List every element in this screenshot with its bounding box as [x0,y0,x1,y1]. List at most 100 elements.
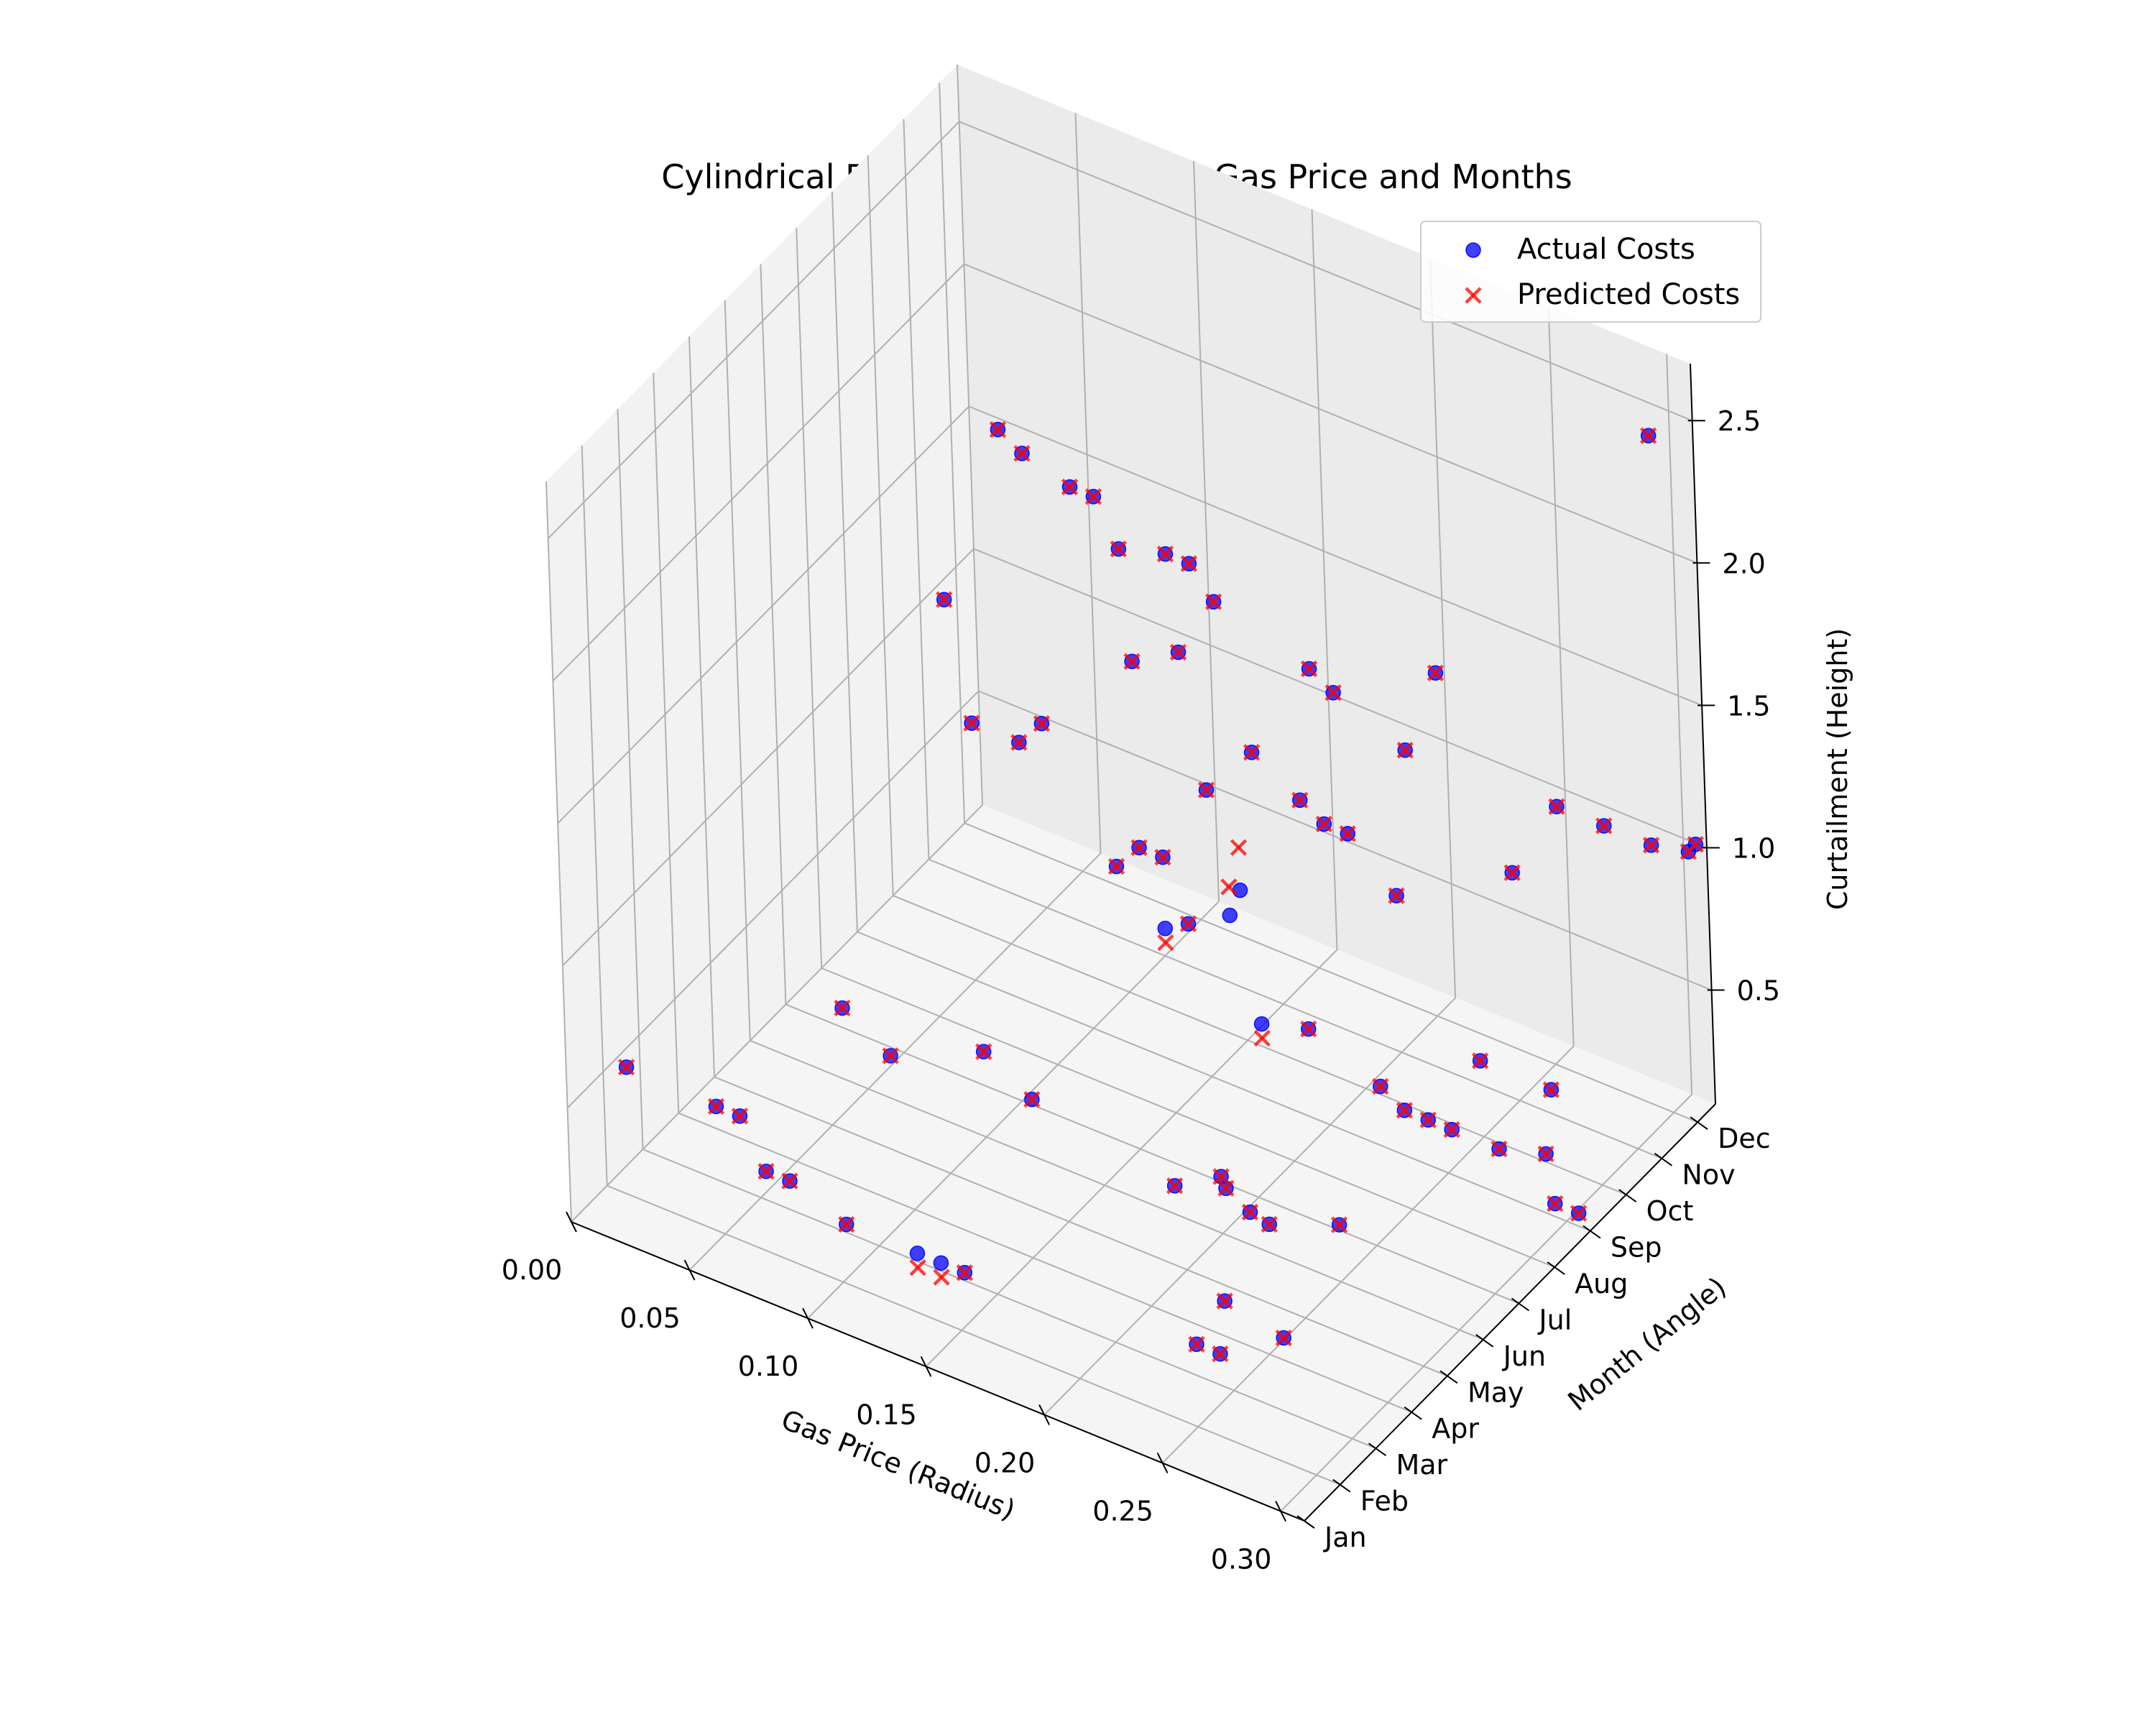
cross-stroke [838,1215,855,1233]
predicted-cost-point [1188,1335,1205,1353]
z-tick-label: 2.5 [1718,405,1761,437]
cross-stroke [1537,1145,1554,1163]
legend-circle-marker [1465,242,1481,258]
predicted-cost-point [1179,915,1197,933]
predicted-cost-point [1639,427,1657,444]
cross-stroke [1471,1052,1489,1070]
predicted-cost-point [1010,734,1028,751]
predicted-cost-point [1241,1203,1259,1221]
cross-stroke [1339,825,1356,842]
cross-stroke [1595,817,1613,834]
cross-stroke [1230,839,1248,856]
predicted-cost-point [1419,1111,1437,1128]
x-tick [1275,1501,1286,1522]
predicted-cost-point [1166,1177,1184,1195]
gridline-y [724,300,1484,1340]
cross-stroke [1275,1329,1292,1347]
predicted-cost-point [933,1269,950,1286]
y-tick [1583,1225,1601,1239]
back-pane-y [957,65,1715,1104]
cross-stroke [1548,798,1565,815]
gridline-y [688,336,1448,1377]
predicted-cost-point [1110,540,1127,558]
x-tick [920,1356,932,1377]
gridline-x [807,161,1220,1319]
y-tick-label: Mar [1396,1449,1447,1481]
y-tick-label: Jun [1502,1340,1546,1372]
legend-predicted-cross [1465,287,1482,304]
cross-stroke [1084,488,1102,505]
gridline-y [617,409,1376,1450]
gridline-y [653,372,1412,1413]
x-tick [566,1211,577,1233]
z-tick-label: 2.0 [1722,548,1765,579]
cross-stroke [1547,1195,1564,1213]
y-tick [1439,1370,1458,1384]
predicted-cost-point [1156,546,1174,563]
predicted-cost-point [975,1043,992,1060]
gridline-x [1044,257,1457,1416]
gridline-z [562,548,1708,967]
gridline-z [557,405,1703,824]
cross-stroke [1372,1077,1389,1095]
predicted-cost-point [1471,1052,1489,1070]
predicted-cost-point [1300,660,1318,678]
predicted-cost-point [1330,1216,1348,1233]
actual-cost-point [1157,920,1174,937]
x-tick-label: 0.30 [1211,1544,1272,1576]
gridline-y [867,155,1627,1196]
cross-stroke [1166,1177,1184,1195]
gridline-y [831,191,1591,1232]
cross-stroke [975,1043,992,1060]
y-tick-label: Jul [1537,1304,1572,1335]
predicted-cost-point [1212,1346,1229,1363]
cross-stroke [1300,660,1318,678]
y-tick-label: Nov [1682,1159,1735,1191]
predicted-cost-point [834,999,851,1017]
predicted-cost-point [838,1215,855,1233]
y-tick [1296,1515,1315,1529]
predicted-cost-point [1216,1292,1233,1310]
predicted-cost-point [1197,781,1215,799]
cross-stroke [617,1059,635,1076]
gridline-z [566,690,1712,1109]
floor-pane [571,805,1715,1521]
actual-cost-point [933,1255,949,1271]
predicted-cost-point [963,714,980,732]
cross-stroke [1156,546,1174,563]
cross-stroke [1010,734,1028,751]
predicted-cost-point [1542,1081,1560,1098]
y-tick [1690,1116,1708,1131]
x-axis-line [571,1221,1305,1522]
predicted-cost-point [781,1172,798,1190]
cross-stroke [909,1259,926,1276]
z-tick-label: 0.5 [1737,975,1780,1007]
predicted-cost-point [1537,1145,1554,1163]
cross-stroke [1212,1346,1229,1363]
cross-stroke [1197,781,1215,799]
y-tick-label: Sep [1611,1232,1662,1264]
predicted-cost-point [707,1098,725,1116]
actual-cost-point [909,1246,926,1261]
predicted-cost-point [1157,934,1174,952]
predicted-cost-point [1595,817,1613,834]
cross-stroke [1217,1179,1235,1197]
predicted-cost-point [731,1108,749,1125]
cross-stroke [1491,1140,1508,1158]
z-tick-label: 1.5 [1727,690,1770,722]
gridline-x [688,113,1102,1271]
gridline-y [903,119,1662,1159]
z-axis-label: Curtailment (Height) [1822,628,1853,910]
x-tick [1156,1453,1169,1473]
y-tick [1332,1478,1351,1493]
gridline-x [925,209,1338,1368]
cross-stroke [933,1269,950,1286]
legend-label-predicted-costs: Predicted Costs [1517,278,1740,311]
cross-stroke [1396,1102,1414,1119]
actual-cost-point [1253,1016,1270,1032]
cross-stroke [834,999,851,1017]
x-tick-label: 0.25 [1092,1495,1153,1527]
cross-stroke [956,1264,973,1282]
predicted-cost-point [1204,593,1222,610]
